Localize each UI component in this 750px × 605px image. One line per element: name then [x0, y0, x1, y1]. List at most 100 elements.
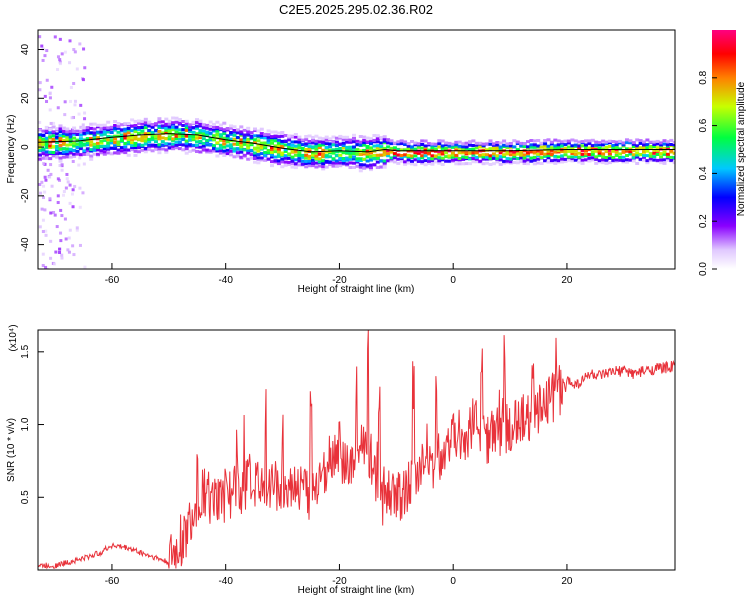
spectrogram-cell [662, 142, 667, 146]
spectrogram-cell [317, 146, 322, 149]
spectrogram-cell [246, 146, 251, 150]
spectrogram-cell [665, 140, 670, 144]
spectrogram-cell [307, 146, 312, 150]
spectrogram-cell [369, 142, 373, 146]
spectrogram-cell [461, 148, 466, 152]
spectrogram-cell [328, 163, 333, 167]
spectrogram-cell [481, 142, 486, 146]
spectrogram-cell [242, 148, 247, 152]
spectrogram-cell [82, 149, 87, 153]
spectrogram-cell [188, 143, 193, 147]
spectrogram-cell [345, 145, 350, 149]
spectrogram-cell [488, 139, 493, 143]
colorbar-tick-label: 0.8 [698, 70, 709, 84]
spectrogram-cell [133, 149, 138, 153]
spectrogram-cell [208, 131, 213, 135]
spectrogram-cell [546, 151, 551, 155]
spectrogram-cell [225, 144, 230, 148]
spectrogram-cell [51, 125, 56, 129]
spectrogram-cell [297, 138, 302, 142]
spectrogram-cell [556, 159, 561, 163]
spectrogram-cell [174, 127, 179, 131]
spectrogram-cell [536, 157, 541, 161]
spectrogram-cell [300, 155, 305, 159]
spectrogram-cell [266, 138, 271, 142]
spectrogram-cell [283, 160, 288, 164]
spectrogram-cell [416, 159, 421, 163]
spectrogram-cell [82, 162, 86, 166]
spectrogram-cell [369, 149, 373, 153]
spectrogram-cell [215, 125, 220, 129]
spectrogram-cell [369, 139, 373, 142]
spectrogram-cell [222, 132, 227, 136]
spectrogram-cell [416, 142, 421, 146]
spectrogram-cell [427, 142, 431, 146]
spectrogram-cell [413, 151, 418, 155]
spectrogram-cell [113, 147, 118, 150]
spectrogram-cell [44, 136, 49, 140]
spectrogram-cell [628, 147, 633, 151]
spectrogram-cell [338, 147, 343, 150]
spectrogram-cell [655, 153, 660, 156]
spectrogram-cell [570, 155, 575, 159]
spectrogram-cell [341, 151, 346, 155]
spectrogram-cell [78, 137, 83, 141]
spectrogram-cell [82, 47, 86, 51]
spectrogram-cell [82, 126, 87, 130]
spectrogram-cell [102, 144, 107, 148]
spectrogram-cell [164, 117, 169, 121]
spectrogram-cell [58, 58, 62, 62]
spectrogram-cell [71, 159, 75, 163]
spectrogram-cell [259, 146, 264, 150]
spectrogram-cell [263, 141, 268, 145]
spectrogram-cell [420, 154, 425, 158]
spectrogram-cell [188, 149, 193, 153]
snr-frame [37, 329, 676, 571]
spectrogram-cell [133, 130, 138, 134]
spectrogram-cell [389, 139, 394, 143]
spectrogram-cell [181, 148, 186, 152]
spectrogram-cell [341, 161, 346, 165]
spectrogram-cell [126, 140, 131, 144]
spectrogram-cell [672, 141, 675, 144]
spectrogram-cell [607, 145, 612, 148]
spectrogram-cell [130, 141, 135, 145]
spectrogram-cell [450, 151, 455, 155]
spectrogram-cell [423, 159, 428, 163]
spectrogram-cell [39, 191, 43, 195]
spectrogram-cell [471, 139, 476, 143]
spectrogram-cell [549, 149, 554, 153]
spectrogram-cell [45, 100, 49, 104]
spectrogram-cell [266, 135, 271, 139]
spectrogram-cell [556, 139, 561, 143]
spectrogram-cell [539, 149, 544, 153]
spectrogram-cell [563, 143, 568, 147]
spectrogram-cell [321, 154, 326, 158]
spectrogram-cell [256, 157, 261, 161]
spectrogram-cell [287, 142, 292, 146]
spectrogram-cell [266, 149, 271, 152]
spectrogram-cell [48, 127, 53, 131]
spectrogram-cell [38, 120, 42, 124]
spectrogram-cell [502, 154, 507, 158]
spectrogram-cell [70, 192, 74, 196]
spectrogram-cell [444, 143, 449, 147]
spectrogram-cell [40, 180, 44, 184]
spectrogram-cell [205, 133, 210, 137]
spectrogram-cell [280, 151, 285, 155]
spectrogram-cell [72, 136, 77, 140]
spectrogram-cell [556, 146, 561, 149]
spectrogram-cell [601, 143, 606, 147]
spectrogram-cell [44, 233, 48, 237]
spectrogram-cell [577, 151, 582, 155]
spectrogram-cell [96, 136, 100, 140]
spectrogram-cell [38, 225, 42, 229]
spectrogram-cell [314, 165, 319, 169]
spectrogram-cell [471, 157, 476, 161]
spectrogram-cell [505, 144, 510, 148]
spectrogram-frame [37, 29, 676, 270]
spectrogram-cell [225, 140, 230, 144]
spectrogram-cell [73, 99, 77, 103]
spectrogram-cell [78, 147, 83, 151]
colorbar: 0.00.20.40.60.8 Normalized spectral ampl… [698, 30, 747, 276]
